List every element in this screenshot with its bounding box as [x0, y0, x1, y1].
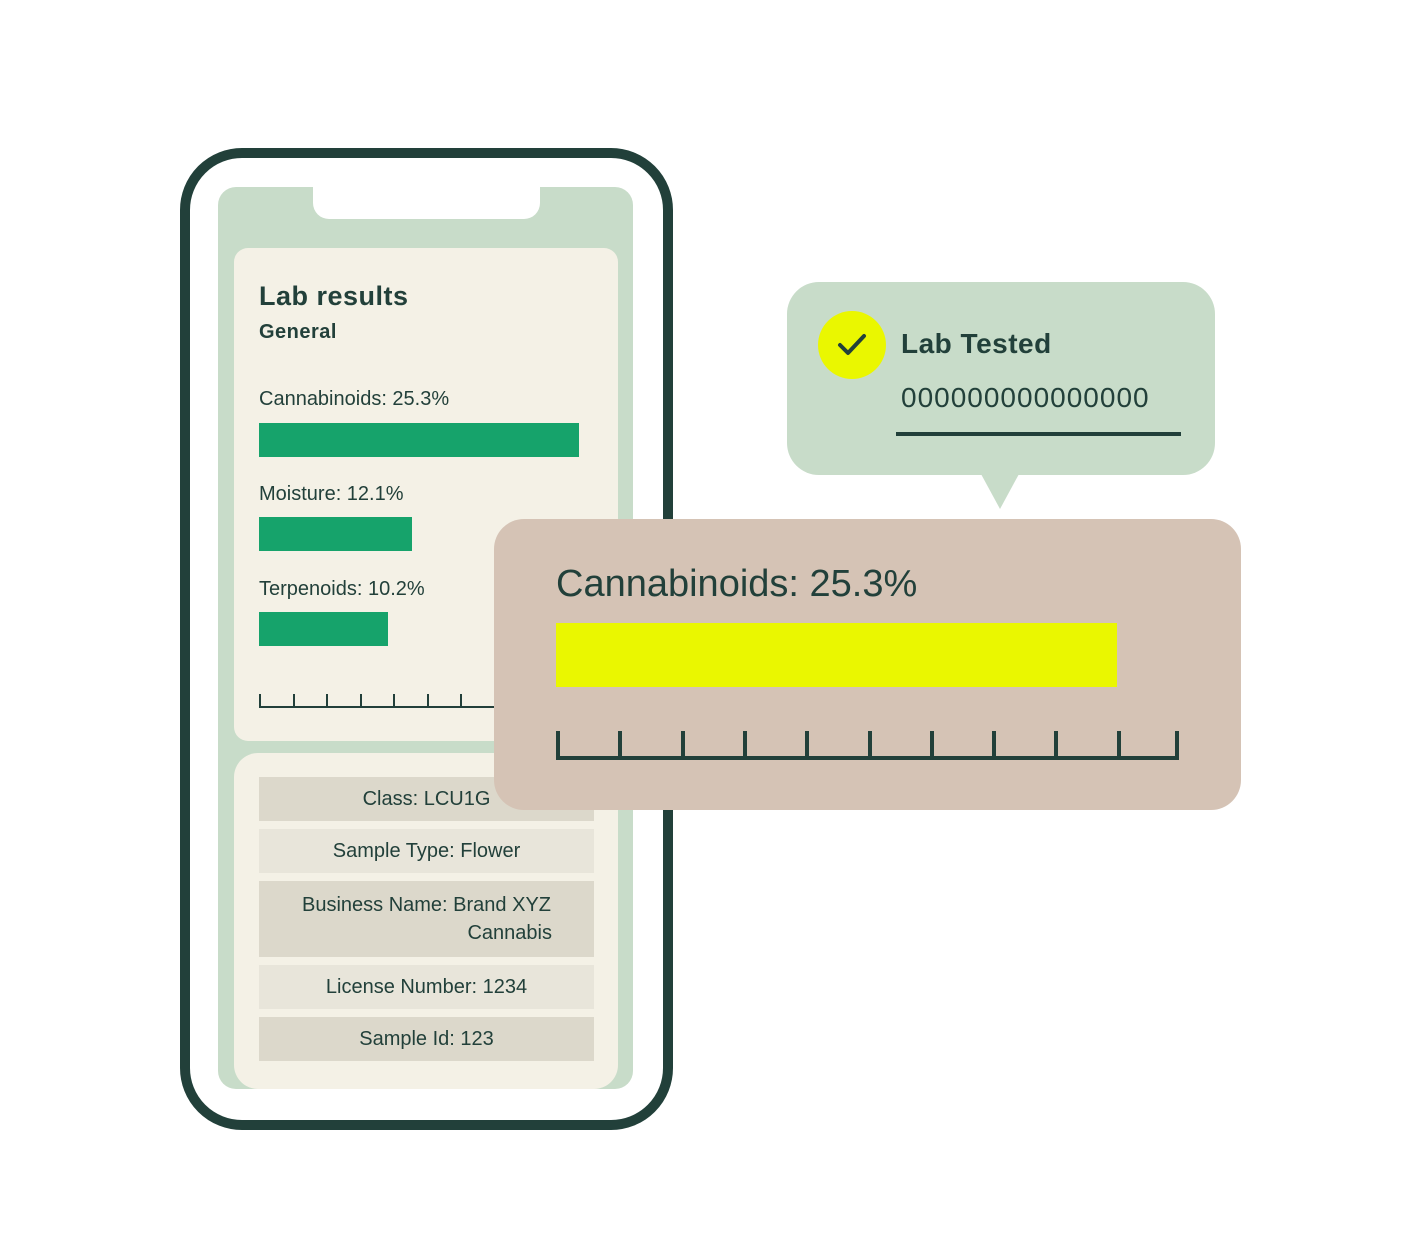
terpenoids-label: Terpenoids: 10.2%	[259, 578, 425, 600]
details-card: Class: LCU1G Sample Type: Flower Busines…	[234, 753, 618, 1089]
ruler-tick	[742, 731, 747, 756]
ruler-tick	[292, 694, 295, 706]
terpenoids-bar	[259, 612, 388, 646]
page-title: Lab results	[259, 281, 409, 311]
highlight-label: Cannabinoids: 25.3%	[556, 563, 918, 605]
highlight-card: Cannabinoids: 25.3%	[494, 519, 1241, 810]
detail-text: Business Name: Brand XYZ	[302, 894, 551, 916]
highlight-ruler	[556, 731, 1179, 760]
check-icon	[818, 311, 886, 379]
ruler-tick	[618, 731, 623, 756]
ruler-tick	[867, 731, 872, 756]
ruler-tick	[393, 694, 395, 706]
detail-text: Class: LCU1G	[362, 787, 491, 810]
ruler-tick	[460, 694, 462, 706]
phone-screen: Lab results General Cannabinoids: 25.3% …	[218, 187, 633, 1089]
badge-number: 000000000000000	[901, 382, 1150, 413]
detail-text: Sample Type: Flower	[332, 839, 521, 862]
phone-notch	[313, 187, 540, 219]
moisture-label: Moisture: 12.1%	[259, 483, 404, 505]
detail-row-license-number: License Number: 1234	[259, 965, 594, 1009]
ruler-tick	[259, 694, 261, 706]
detail-row-business-name: Business Name: Brand XYZ Cannabis	[259, 881, 594, 957]
tooltip-tail	[981, 474, 1019, 509]
detail-text: Sample Id: 123	[359, 1027, 494, 1050]
section-subtitle: General	[259, 321, 337, 343]
ruler-tick	[1116, 731, 1121, 756]
ruler-tick	[1175, 731, 1179, 756]
cannabinoids-bar	[259, 423, 579, 457]
detail-text: License Number: 1234	[325, 975, 528, 998]
ruler-tick	[556, 731, 560, 756]
ruler-tick	[326, 694, 328, 706]
highlight-bar	[556, 623, 1117, 687]
badge-underline	[896, 432, 1181, 436]
ruler-tick	[805, 731, 810, 756]
lab-tested-badge: Lab Tested 000000000000000	[787, 282, 1215, 509]
badge-title: Lab Tested	[901, 328, 1052, 359]
ruler-tick	[680, 731, 685, 756]
cannabinoids-label: Cannabinoids: 25.3%	[259, 388, 450, 410]
ruler-tick	[929, 731, 934, 756]
detail-text-cont: Cannabis	[467, 922, 552, 944]
detail-row-sample-type: Sample Type: Flower	[259, 829, 594, 873]
ruler-tick	[426, 694, 429, 706]
ruler-tick	[1054, 731, 1059, 756]
ruler-tick	[992, 731, 997, 756]
moisture-bar	[259, 517, 412, 551]
ruler-tick	[359, 694, 362, 706]
detail-row-sample-id: Sample Id: 123	[259, 1017, 594, 1061]
